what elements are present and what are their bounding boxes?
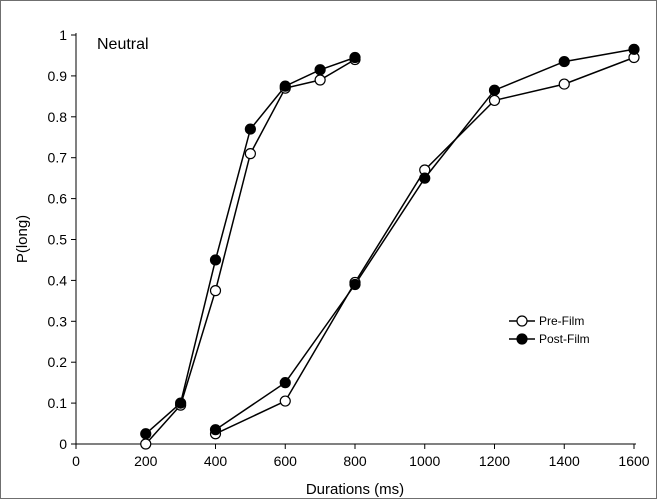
y-tick-label: 0.5	[48, 232, 68, 248]
legend: Pre-Film Post-Film	[509, 314, 590, 346]
y-tick-label: 0.6	[48, 191, 68, 207]
data-point-pre-film	[558, 78, 570, 90]
data-point-pre-film	[314, 74, 326, 86]
data-point-post-film	[488, 84, 501, 96]
data-point-post-film	[419, 172, 431, 184]
series-post-film	[145, 48, 635, 435]
y-axis-label: P(long)	[14, 215, 31, 263]
data-point-post-film	[209, 424, 222, 436]
data-point-post-film	[279, 80, 291, 92]
x-tick-label: 400	[204, 453, 228, 469]
y-tick-label: 0.2	[48, 354, 68, 370]
axes: 0 0.1 0.2 0.3 0.4 0.5 0.6 0.7 0.8 0.9 1 0 200 400 600 8…	[48, 27, 650, 469]
y-tick-label: 0.1	[48, 395, 68, 411]
data-point-post-film	[628, 43, 640, 55]
data-point-post-film	[175, 397, 187, 409]
x-tick-label: 1400	[549, 453, 580, 469]
y-tick-label: 0.8	[48, 109, 68, 125]
x-tick-label: 1000	[409, 453, 440, 469]
series-line-pre-film	[145, 58, 356, 445]
legend-label-pre-film: Pre-Film	[539, 314, 584, 328]
x-axis-label: Durations (ms)	[306, 481, 404, 498]
x-tick-label: 1200	[479, 453, 510, 469]
y-tick-label: 1	[59, 27, 67, 43]
data-point-pre-film	[140, 438, 152, 450]
legend-marker-pre-film	[516, 315, 528, 327]
data-point-post-film	[140, 428, 152, 440]
markers-post-film	[140, 43, 640, 440]
y-tick-label: 0.7	[48, 150, 68, 166]
x-tick-label: 1600	[618, 453, 649, 469]
data-point-post-film	[279, 377, 291, 389]
data-point-post-film	[349, 51, 361, 64]
legend-marker-post-film	[516, 333, 528, 345]
x-tick-label: 600	[274, 453, 298, 469]
data-point-pre-film	[209, 285, 222, 297]
series-line-post-film	[215, 48, 635, 431]
x-tick-label: 800	[343, 453, 367, 469]
x-tick-label: 200	[134, 453, 158, 469]
series-pre-film	[145, 56, 635, 445]
series-layer	[140, 43, 640, 450]
y-tick-label: 0.9	[48, 68, 68, 84]
data-point-post-film	[244, 123, 256, 135]
chart-title: Neutral	[97, 36, 149, 53]
data-point-post-film	[314, 64, 326, 76]
data-point-pre-film	[244, 148, 256, 160]
x-tick-label: 0	[72, 453, 80, 469]
y-tick-label: 0.4	[48, 272, 68, 288]
data-point-pre-film	[488, 94, 501, 107]
data-point-post-film	[558, 55, 570, 68]
y-tick-label: 0.3	[48, 313, 68, 329]
data-point-post-film	[209, 254, 222, 266]
series-line-pre-film	[215, 56, 635, 435]
data-point-pre-film	[279, 395, 291, 407]
series-line-post-film	[145, 56, 356, 435]
markers-pre-film	[140, 51, 640, 450]
legend-label-post-film: Post-Film	[539, 332, 590, 346]
y-tick-label: 0	[59, 436, 67, 452]
data-point-post-film	[349, 278, 361, 291]
